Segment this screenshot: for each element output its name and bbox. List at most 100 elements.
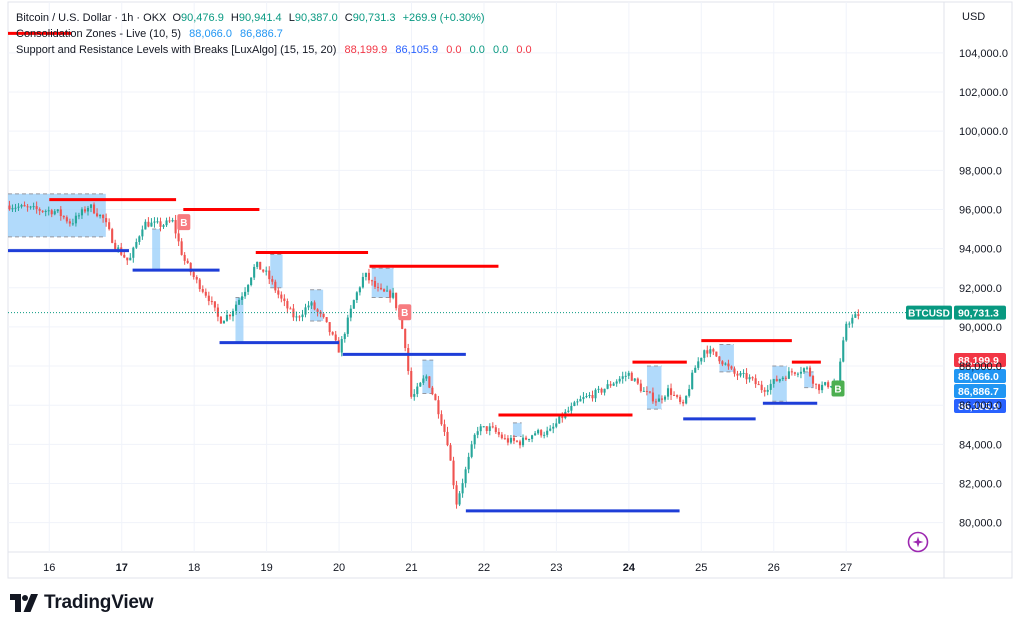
symbol-row[interactable]: Bitcoin / U.S. Dollar · 1h · OKX O90,476… bbox=[16, 10, 532, 26]
candle-body bbox=[364, 272, 367, 277]
candle-body bbox=[730, 366, 733, 369]
candle-body bbox=[410, 371, 413, 397]
candle bbox=[68, 218, 71, 227]
candle-body bbox=[126, 257, 129, 261]
candle bbox=[26, 203, 29, 212]
candle-body bbox=[407, 348, 410, 372]
indicator-value: 0.0 bbox=[492, 44, 509, 56]
candle bbox=[62, 215, 65, 220]
candle bbox=[706, 345, 709, 358]
candle-body bbox=[195, 276, 198, 280]
last-price-tag-box bbox=[954, 305, 1006, 320]
y-tick-label: 90,000.0 bbox=[959, 322, 1002, 334]
indicator-row-consolidation[interactable]: Consolidation Zones - Live (10, 5) 88,06… bbox=[16, 26, 532, 42]
currency-label[interactable]: USD bbox=[962, 11, 986, 23]
candle-body bbox=[114, 242, 117, 250]
candle bbox=[534, 430, 537, 436]
candle-body bbox=[694, 367, 697, 373]
candle bbox=[552, 423, 555, 434]
candle-body bbox=[253, 266, 256, 278]
candle-body bbox=[660, 398, 664, 400]
break-label[interactable]: B bbox=[398, 304, 412, 321]
candle-body bbox=[567, 410, 570, 412]
candle bbox=[304, 303, 307, 318]
candle bbox=[464, 466, 467, 488]
candle bbox=[621, 371, 624, 384]
candle-body bbox=[781, 377, 784, 380]
candle bbox=[509, 434, 512, 445]
ai-sparkle-icon[interactable] bbox=[907, 531, 929, 553]
candle bbox=[428, 376, 431, 389]
candle bbox=[500, 432, 503, 440]
candle-body bbox=[262, 269, 265, 272]
price-axis-tag[interactable]: 86,105.9 bbox=[954, 399, 1006, 413]
price-axis-tag[interactable]: 86,886.7 bbox=[954, 384, 1006, 398]
candle-body bbox=[727, 363, 730, 367]
candle-body bbox=[174, 219, 177, 234]
candle-body bbox=[534, 433, 537, 436]
candle-body bbox=[180, 241, 183, 255]
last-price-tag[interactable]: 90,731.3 bbox=[954, 305, 1006, 320]
candle-body bbox=[715, 351, 718, 357]
candle bbox=[455, 480, 458, 509]
candle bbox=[669, 383, 673, 401]
open-label: O bbox=[172, 12, 182, 24]
candle bbox=[766, 385, 769, 396]
candle bbox=[802, 367, 806, 374]
candle bbox=[183, 252, 186, 265]
candle bbox=[162, 223, 165, 229]
candle bbox=[65, 215, 68, 224]
candle bbox=[848, 321, 851, 328]
break-label[interactable]: B bbox=[831, 380, 845, 397]
candle-body bbox=[47, 210, 50, 212]
price-axis-tag-box bbox=[954, 399, 1006, 413]
candle-body bbox=[144, 221, 147, 230]
candle bbox=[141, 225, 144, 240]
ticker-tag[interactable]: BTCUSD bbox=[906, 305, 952, 320]
candle bbox=[17, 203, 20, 211]
price-axis-tag[interactable]: 88,199.9 bbox=[954, 353, 1006, 367]
candle-body bbox=[570, 406, 573, 411]
candle bbox=[488, 423, 491, 436]
candle bbox=[114, 239, 117, 251]
candle bbox=[775, 375, 778, 382]
candle-body bbox=[546, 430, 549, 435]
indicator-row-support-resistance[interactable]: Support and Resistance Levels with Break… bbox=[16, 42, 532, 58]
candle-body bbox=[132, 247, 135, 258]
candle-body bbox=[778, 379, 781, 382]
candle-body bbox=[44, 210, 47, 212]
break-label-box bbox=[177, 214, 191, 231]
y-tick-label: 104,000.0 bbox=[959, 48, 1008, 60]
candle-body bbox=[29, 206, 32, 208]
candle bbox=[289, 306, 292, 310]
candle bbox=[663, 395, 667, 402]
candle bbox=[56, 209, 59, 214]
candle-body bbox=[549, 428, 552, 431]
candle bbox=[790, 368, 793, 376]
candle-body bbox=[606, 384, 609, 389]
price-axis-tag[interactable]: 88,066.0 bbox=[954, 369, 1006, 383]
x-tick-label: 20 bbox=[333, 562, 345, 574]
candle-body bbox=[528, 438, 531, 440]
candle-body bbox=[340, 339, 343, 353]
candle-body bbox=[431, 387, 434, 395]
candle-body bbox=[697, 361, 700, 368]
price-axis-tag-box bbox=[954, 369, 1006, 383]
candle-body bbox=[497, 431, 500, 435]
candle-body bbox=[512, 437, 516, 441]
candle-body bbox=[65, 217, 68, 222]
candle-body bbox=[624, 375, 627, 377]
candle bbox=[425, 374, 428, 382]
candle bbox=[515, 439, 519, 443]
candle-body bbox=[597, 388, 600, 390]
candle bbox=[585, 393, 588, 399]
break-label-text: B bbox=[180, 218, 187, 229]
candle-body bbox=[204, 291, 207, 296]
close-label: C bbox=[344, 12, 353, 24]
tradingview-logo[interactable]: TradingView bbox=[10, 592, 154, 614]
candle bbox=[821, 381, 824, 394]
x-tick-label: 17 bbox=[116, 562, 128, 574]
candle bbox=[736, 370, 739, 381]
break-label[interactable]: B bbox=[177, 214, 191, 231]
